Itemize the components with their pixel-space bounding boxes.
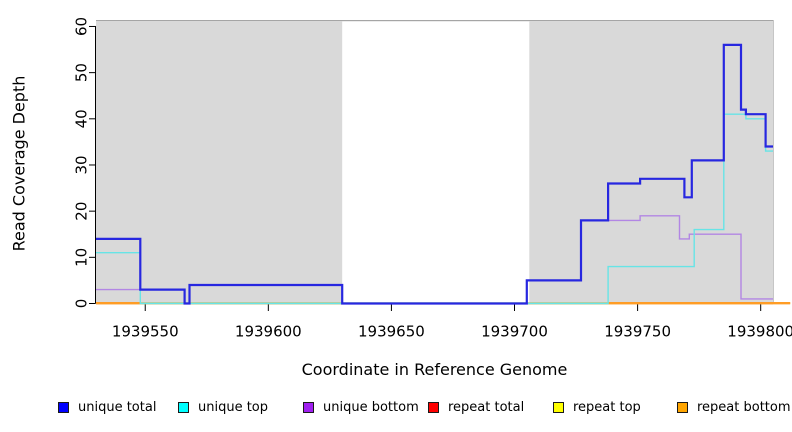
x-tick-label: 1939650 [358,323,425,341]
y-tick-label: 0 [73,299,91,309]
x-tick-label: 1939750 [604,323,671,341]
legend: unique total unique top unique bottom re… [0,398,792,424]
y-tick-label: 20 [73,202,91,221]
legend-swatch-repeat-bottom [677,402,688,413]
series-unique-top [96,113,773,305]
legend-item-repeat-bottom: repeat bottom [677,400,791,415]
legend-swatch-unique-total [58,402,69,413]
legend-item-repeat-top: repeat top [553,400,641,415]
legend-item-unique-total: unique total [58,400,156,415]
gap-region [342,21,530,304]
x-tick-label: 1939800 [727,323,792,341]
legend-swatch-unique-top [178,402,189,413]
x-tick-label: 1939600 [235,323,302,341]
legend-swatch-repeat-total [428,402,439,413]
y-tick-label: 30 [73,155,91,174]
legend-label-unique-bottom: unique bottom [323,400,419,415]
legend-label-unique-top: unique top [198,400,269,415]
legend-label-repeat-total: repeat total [448,400,525,415]
x-axis-title: Coordinate in Reference Genome [301,360,568,379]
legend-item-unique-top: unique top [178,400,268,415]
legend-label-unique-total: unique total [78,400,157,415]
legend-swatch-repeat-top [553,402,564,413]
x-tick-label: 1939700 [481,323,548,341]
legend-item-repeat-total: repeat total [428,400,524,415]
series-unique-total [96,43,773,305]
x-tick-label: 1939550 [112,323,179,341]
legend-item-unique-bottom: unique bottom [303,400,419,415]
legend-label-repeat-top: repeat top [573,400,641,415]
legend-label-repeat-bottom: repeat bottom [697,400,791,415]
y-tick-label: 40 [73,109,91,128]
y-axis-title: Read Coverage Depth [9,75,29,252]
y-tick-label: 10 [73,248,91,267]
y-tick-label: 60 [73,17,91,36]
legend-swatch-unique-bottom [303,402,314,413]
y-tick-label: 50 [73,63,91,82]
